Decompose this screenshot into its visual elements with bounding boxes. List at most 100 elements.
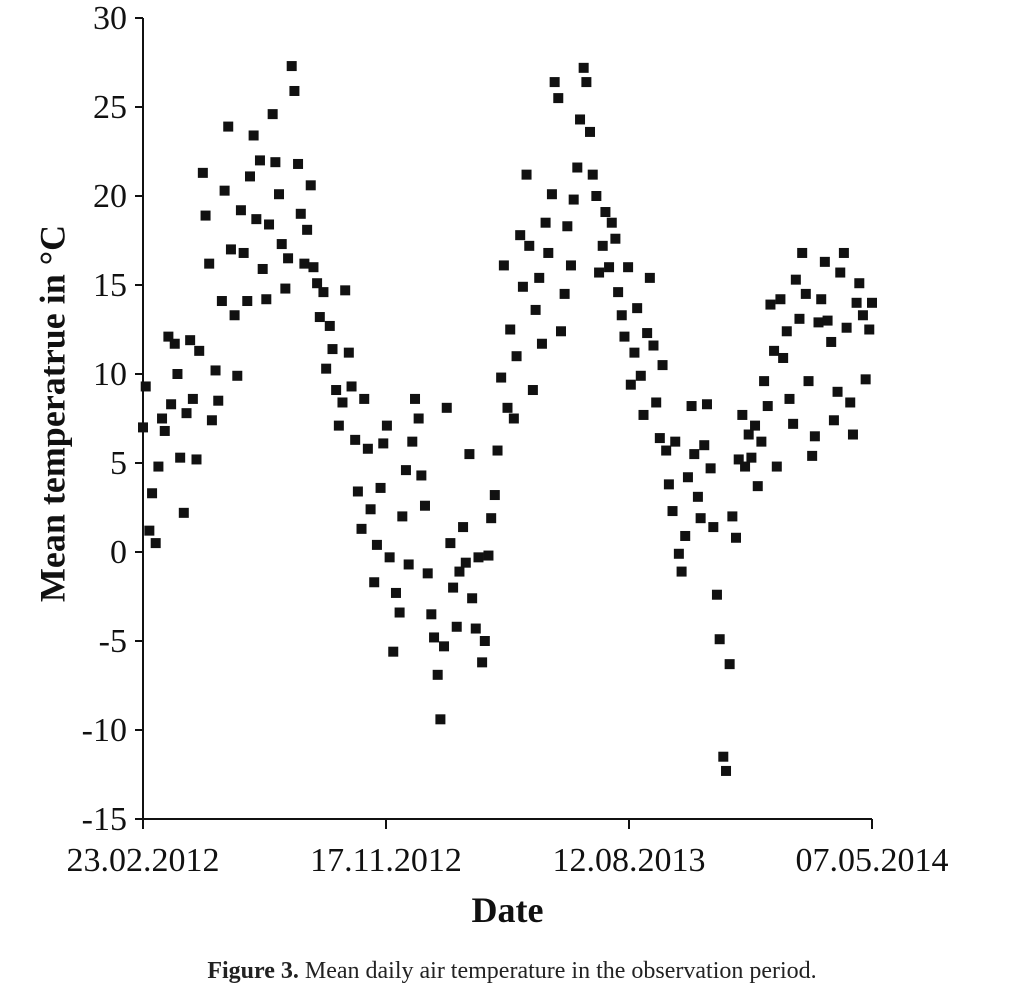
data-point <box>305 180 316 191</box>
data-point <box>346 381 357 392</box>
data-point <box>635 370 646 381</box>
data-point <box>384 552 395 563</box>
data-point <box>705 463 716 474</box>
data-point <box>790 274 801 285</box>
data-point <box>511 351 522 362</box>
data-point <box>225 244 236 255</box>
data-point <box>515 230 526 241</box>
data-point <box>663 479 674 490</box>
data-point <box>153 461 164 472</box>
data-point <box>597 240 608 251</box>
data-point <box>496 372 507 383</box>
data-point <box>778 352 789 363</box>
data-point <box>756 436 767 447</box>
data-point <box>150 538 161 549</box>
y-tick-label: -15 <box>82 801 127 838</box>
data-point <box>625 379 636 390</box>
data-point <box>248 130 259 141</box>
data-point <box>733 454 744 465</box>
data-point <box>740 461 751 472</box>
data-point <box>559 288 570 299</box>
data-point <box>483 550 494 561</box>
data-point <box>147 488 158 499</box>
data-point <box>293 158 304 169</box>
data-point <box>737 409 748 420</box>
data-point <box>312 278 323 289</box>
data-point <box>232 370 243 381</box>
data-point <box>724 659 735 670</box>
data-point <box>594 267 605 278</box>
data-point <box>670 436 681 447</box>
figure-caption: Figure 3. Mean daily air temperature in … <box>0 958 1024 985</box>
data-points <box>138 61 877 776</box>
data-point <box>517 281 528 292</box>
data-point <box>676 566 687 577</box>
y-tick-label: 15 <box>93 267 127 304</box>
data-point <box>169 338 180 349</box>
data-point <box>813 317 824 328</box>
data-point <box>251 214 262 225</box>
data-point <box>445 538 456 549</box>
data-point <box>187 393 198 404</box>
data-point <box>686 401 697 412</box>
data-point <box>350 434 361 445</box>
data-point <box>144 525 155 536</box>
data-point <box>204 258 215 269</box>
data-point <box>816 294 827 305</box>
data-point <box>832 386 843 397</box>
x-tick-label: 12.08.2013 <box>553 842 706 879</box>
data-point <box>695 513 706 524</box>
data-point <box>140 381 151 392</box>
data-point <box>680 530 691 541</box>
data-point <box>797 247 808 258</box>
data-point <box>585 126 596 137</box>
data-point <box>788 418 799 429</box>
data-point <box>746 452 757 463</box>
data-point <box>610 233 621 244</box>
data-point <box>314 312 325 323</box>
data-point <box>692 491 703 502</box>
data-point <box>407 436 418 447</box>
data-point <box>828 415 839 426</box>
data-point <box>416 470 427 481</box>
data-point <box>562 221 573 232</box>
data-point <box>324 320 335 331</box>
data-point <box>331 385 342 396</box>
data-point <box>210 365 221 376</box>
data-point <box>470 623 481 634</box>
data-point <box>568 194 579 205</box>
data-point <box>765 299 776 310</box>
data-point <box>540 217 551 228</box>
data-point <box>619 331 630 342</box>
data-point <box>356 523 367 534</box>
data-point <box>807 450 818 461</box>
data-point <box>375 482 386 493</box>
data-point <box>166 399 177 410</box>
data-point <box>854 278 865 289</box>
x-axis-title: Date <box>472 890 544 930</box>
data-point <box>534 272 545 283</box>
y-tick-label: -5 <box>99 623 127 660</box>
data-point <box>632 303 643 314</box>
data-point <box>667 506 678 517</box>
data-point <box>727 511 738 522</box>
y-tick-label: 25 <box>93 89 127 126</box>
figure-label: Figure 3. <box>207 958 299 984</box>
data-point <box>638 409 649 420</box>
data-point <box>860 374 871 385</box>
data-point <box>864 324 875 335</box>
data-point <box>654 433 665 444</box>
x-tick-label: 07.05.2014 <box>796 842 949 879</box>
y-axis-title: Mean temperatrue in °C <box>33 225 73 602</box>
data-point <box>549 77 560 88</box>
data-point <box>163 331 174 342</box>
data-point <box>689 449 700 460</box>
data-point <box>536 338 547 349</box>
x-tick-label: 17.11.2012 <box>310 842 462 879</box>
data-point <box>308 262 319 273</box>
data-point <box>546 189 557 200</box>
x-axis-ticks: 23.02.2012 17.11.2012 12.08.2013 07.05.2014 <box>67 819 949 879</box>
data-point <box>451 621 462 632</box>
data-point <box>400 465 411 476</box>
data-point <box>244 171 255 182</box>
